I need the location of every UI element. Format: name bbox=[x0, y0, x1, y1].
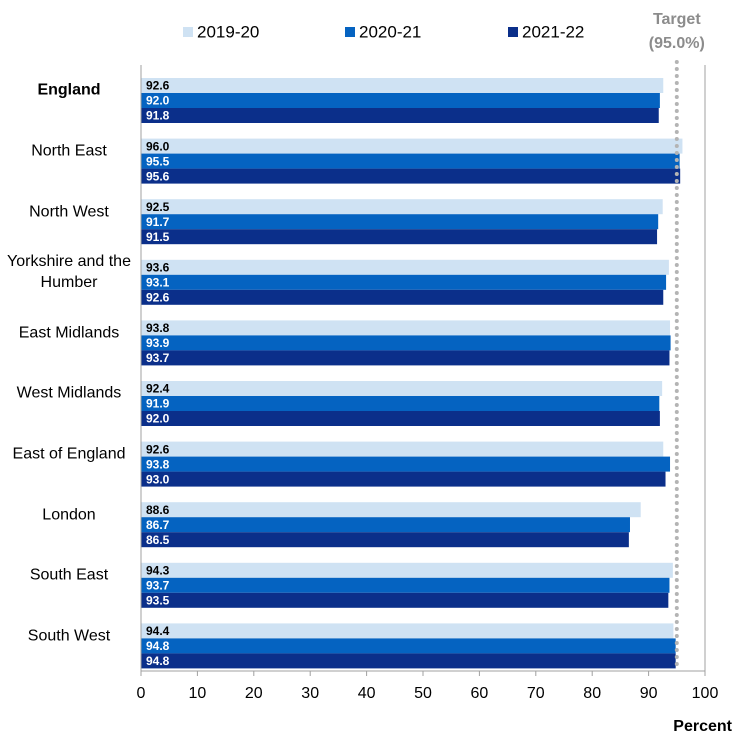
category-label: South East bbox=[29, 566, 109, 584]
bar-value-label: 92.6 bbox=[146, 290, 170, 304]
legend-label: 2019-20 bbox=[197, 22, 259, 41]
bar-value-label: 88.6 bbox=[146, 503, 170, 517]
bar-value-label: 93.8 bbox=[146, 321, 170, 335]
bar-value-label: 91.5 bbox=[146, 230, 170, 244]
target-title: Target bbox=[653, 11, 701, 28]
x-tick-label: 60 bbox=[471, 685, 489, 702]
bar bbox=[141, 214, 659, 230]
x-tick-label: 40 bbox=[358, 685, 376, 702]
legend-label: 2020-21 bbox=[359, 22, 421, 41]
x-tick-label: 90 bbox=[640, 685, 658, 702]
bar bbox=[141, 532, 629, 548]
bar-value-label: 94.8 bbox=[146, 639, 170, 653]
category-label: East Midlands bbox=[18, 324, 120, 342]
bar bbox=[141, 562, 673, 578]
category-label: England bbox=[37, 81, 101, 99]
bar-value-label: 93.6 bbox=[146, 260, 170, 274]
bar bbox=[141, 93, 660, 108]
bar-value-label: 91.7 bbox=[146, 215, 170, 229]
bar bbox=[141, 577, 670, 593]
bar-value-label: 91.9 bbox=[146, 397, 170, 411]
bar-value-label: 93.5 bbox=[146, 593, 170, 607]
bar-value-label: 92.6 bbox=[146, 442, 170, 456]
bar-value-label: 93.9 bbox=[146, 336, 170, 350]
category-label: East of England bbox=[12, 445, 126, 463]
bar bbox=[141, 229, 658, 245]
category-label: North West bbox=[29, 203, 109, 220]
bar bbox=[141, 108, 659, 123]
bar-value-label: 86.5 bbox=[146, 533, 170, 547]
category-label: London bbox=[42, 506, 96, 523]
bar-value-label: 92.0 bbox=[146, 412, 170, 426]
bar bbox=[141, 502, 641, 518]
bar bbox=[141, 517, 630, 533]
bar-value-label: 93.0 bbox=[146, 472, 170, 486]
bar bbox=[141, 199, 663, 215]
x-tick-label: 100 bbox=[692, 685, 719, 702]
bar-value-label: 95.5 bbox=[146, 154, 170, 168]
x-tick-label: 80 bbox=[583, 685, 601, 702]
category-label: North East bbox=[31, 142, 107, 160]
bar bbox=[141, 471, 666, 487]
legend-swatch bbox=[183, 27, 193, 37]
bar-value-label: 92.5 bbox=[146, 200, 170, 214]
bar-value-label: 93.7 bbox=[146, 351, 170, 365]
bar-value-label: 94.4 bbox=[146, 624, 170, 638]
bar-value-label: 94.8 bbox=[146, 654, 170, 668]
bar-value-label: 92.6 bbox=[146, 79, 170, 93]
bar bbox=[141, 274, 667, 290]
category-label: West Midlands bbox=[16, 384, 122, 402]
bar-value-label: 91.8 bbox=[146, 109, 170, 123]
bar bbox=[141, 653, 676, 669]
bar-value-label: 93.8 bbox=[146, 457, 170, 471]
bar bbox=[141, 153, 680, 169]
bar bbox=[141, 289, 664, 305]
bar bbox=[141, 592, 669, 608]
bar-value-label: 92.0 bbox=[146, 94, 170, 108]
bar-value-label: 92.4 bbox=[146, 382, 170, 396]
legend-label: 2021-22 bbox=[522, 22, 584, 41]
x-tick-label: 0 bbox=[137, 685, 146, 702]
x-tick-label: 30 bbox=[301, 685, 319, 702]
bar bbox=[141, 456, 671, 472]
bar-value-label: 93.1 bbox=[146, 275, 170, 289]
bar bbox=[141, 138, 683, 154]
bar bbox=[141, 381, 663, 396]
bar bbox=[141, 638, 676, 654]
bar bbox=[141, 320, 671, 336]
target-label: (95.0%) bbox=[649, 35, 705, 52]
bar-value-label: 95.6 bbox=[146, 169, 170, 183]
bar bbox=[141, 350, 670, 366]
bar-value-label: 94.3 bbox=[146, 563, 170, 577]
x-tick-label: 20 bbox=[245, 685, 263, 702]
legend-swatch bbox=[345, 27, 355, 37]
x-tick-label: 70 bbox=[527, 685, 545, 702]
bar bbox=[141, 168, 681, 184]
bar bbox=[141, 335, 671, 351]
x-axis-label: Percent bbox=[673, 718, 732, 735]
bar-value-label: 96.0 bbox=[146, 139, 170, 153]
x-tick-label: 10 bbox=[189, 685, 207, 702]
category-label: South West bbox=[27, 627, 111, 645]
bar bbox=[141, 623, 674, 639]
bar bbox=[141, 411, 660, 426]
bar bbox=[141, 396, 660, 411]
bar bbox=[141, 259, 669, 275]
bar bbox=[141, 441, 664, 457]
category-label: Yorkshire and the Humber bbox=[7, 253, 131, 292]
legend-swatch bbox=[508, 27, 518, 37]
bar-value-label: 93.7 bbox=[146, 578, 170, 592]
bar bbox=[141, 78, 664, 93]
bar-value-label: 86.7 bbox=[146, 518, 170, 532]
x-tick-label: 50 bbox=[414, 685, 432, 702]
